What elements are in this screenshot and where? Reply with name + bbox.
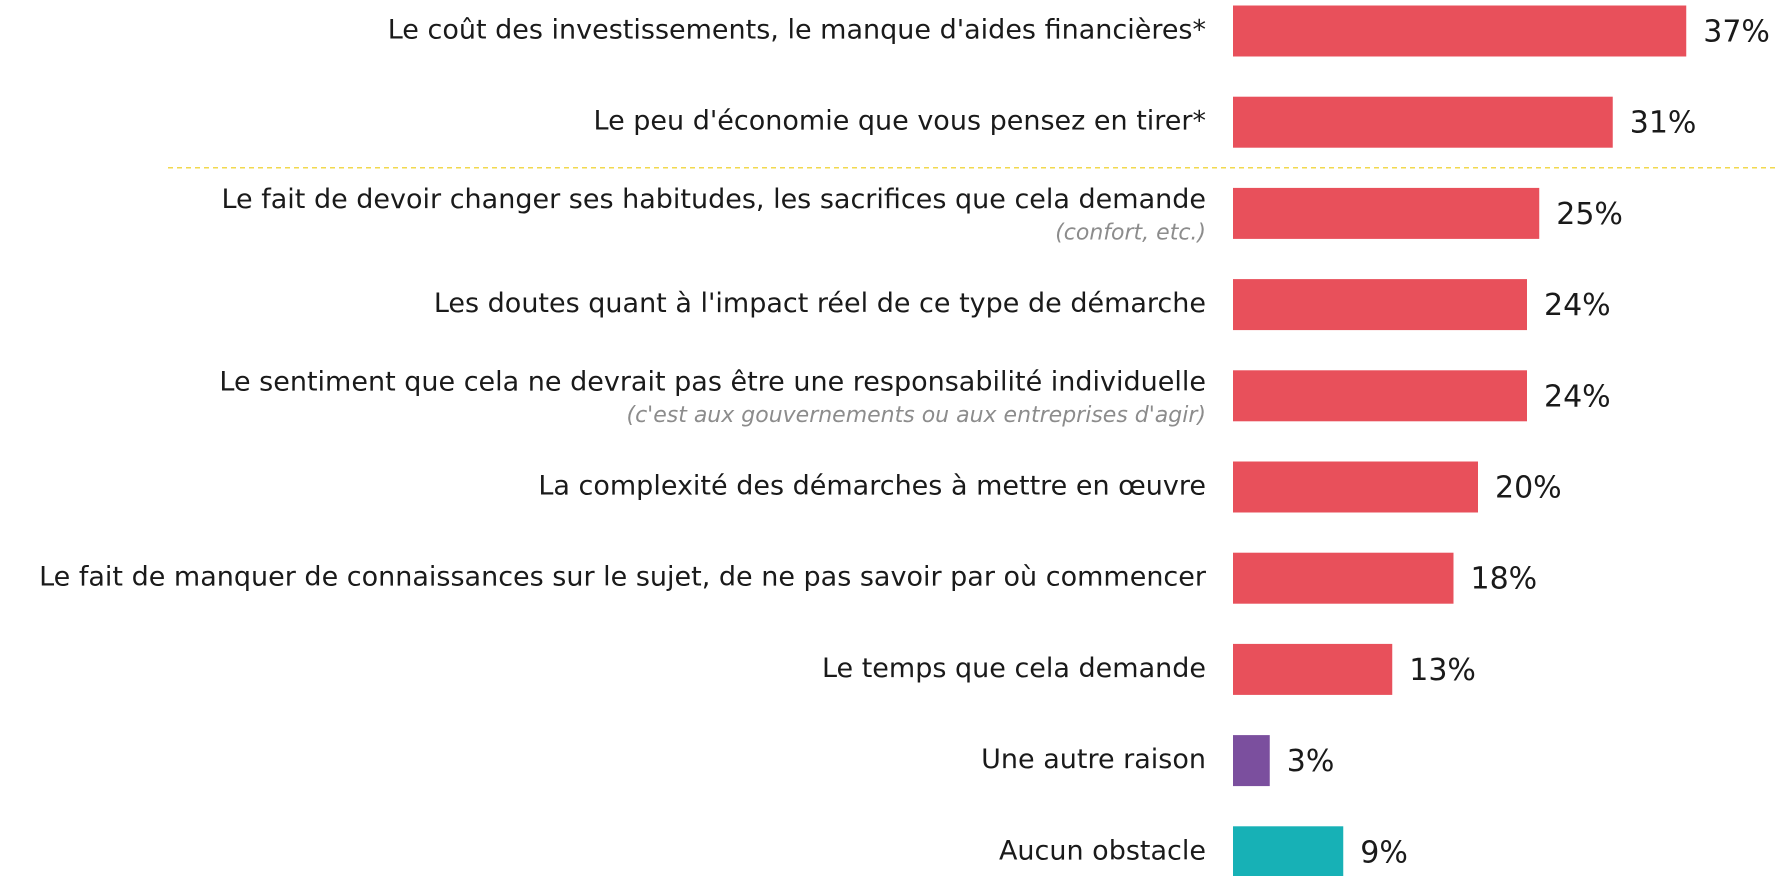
- bar: [1233, 735, 1270, 787]
- category-label: Une autre raison: [981, 744, 1206, 775]
- category-label: Les doutes quant à l'impact réel de ce t…: [434, 288, 1206, 319]
- category-label: Le peu d'économie que vous pensez en tir…: [594, 106, 1206, 137]
- category-label: Le fait de devoir changer ses habitudes,…: [221, 184, 1206, 215]
- value-label: 24%: [1544, 288, 1611, 323]
- category-sublabel: (c'est aux gouvernements ou aux entrepri…: [626, 403, 1206, 428]
- bar: [1233, 96, 1613, 148]
- bar: [1233, 461, 1478, 513]
- bar: [1233, 279, 1527, 331]
- bar: [1233, 826, 1344, 876]
- bar: [1233, 370, 1527, 422]
- value-label: 20%: [1495, 471, 1562, 506]
- value-label: 31%: [1630, 106, 1697, 141]
- value-label: 3%: [1287, 744, 1335, 779]
- value-label: 18%: [1471, 562, 1538, 597]
- category-sublabel: (confort, etc.): [1055, 220, 1206, 245]
- value-label: 9%: [1360, 835, 1408, 870]
- category-label: Aucun obstacle: [999, 835, 1206, 866]
- category-label: La complexité des démarches à mettre en …: [538, 471, 1206, 502]
- bar: [1233, 187, 1540, 239]
- value-label: 37%: [1703, 15, 1770, 50]
- value-label: 13%: [1409, 653, 1476, 688]
- bar: [1233, 5, 1687, 57]
- category-label: Le sentiment que cela ne devrait pas êtr…: [219, 366, 1206, 397]
- bar: [1233, 552, 1454, 604]
- category-label: Le fait de manquer de connaissances sur …: [39, 562, 1207, 593]
- value-label: 25%: [1556, 197, 1623, 232]
- category-label: Le coût des investissements, le manque d…: [388, 15, 1206, 46]
- bar: [1233, 643, 1393, 695]
- category-label: Le temps que cela demande: [822, 653, 1206, 684]
- value-label: 24%: [1544, 379, 1611, 414]
